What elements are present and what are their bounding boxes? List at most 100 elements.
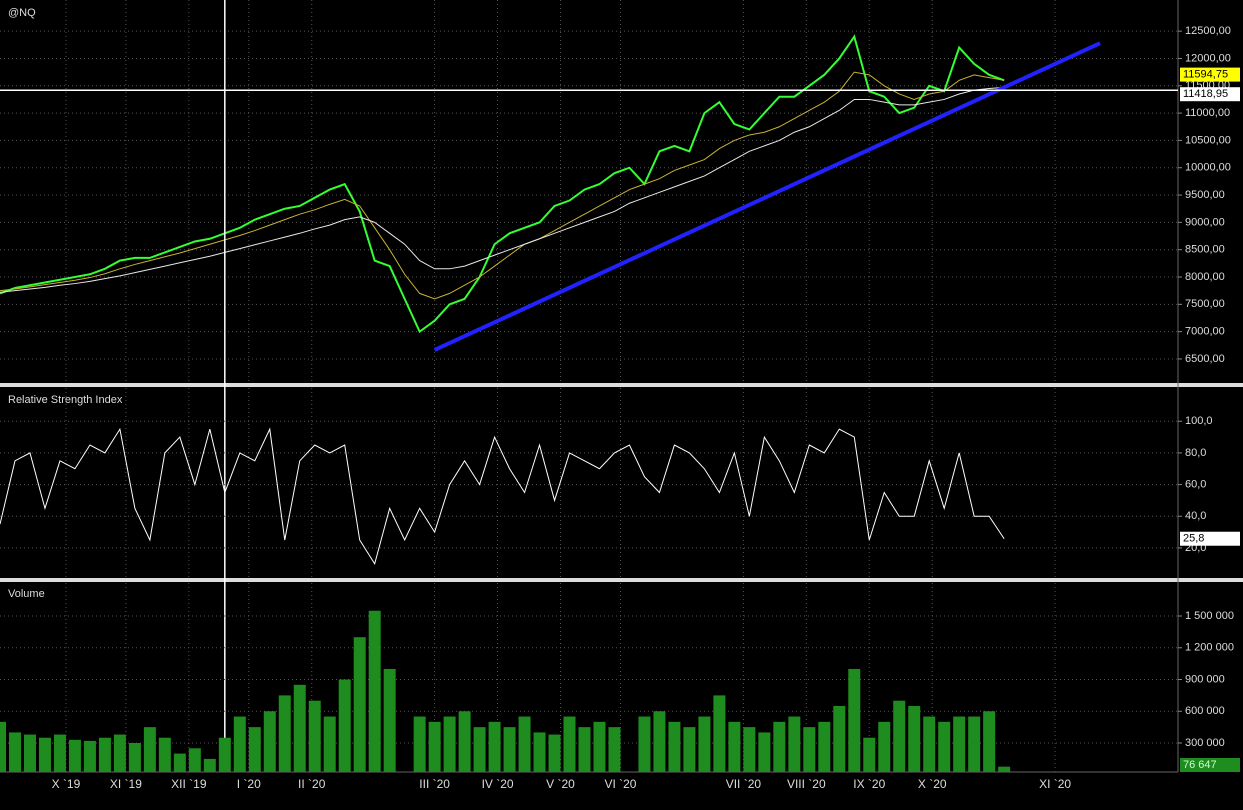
series-line <box>0 34 1005 334</box>
volume-bar <box>263 711 276 772</box>
volume-bar <box>563 716 576 772</box>
y-tick-label: 10500,00 <box>1185 134 1231 146</box>
volume-bar <box>23 734 36 772</box>
volume-bar <box>368 610 381 772</box>
volume-bar <box>653 711 666 772</box>
volume-bar <box>683 727 696 772</box>
volume-bar <box>908 705 921 772</box>
volume-bar <box>113 734 126 772</box>
y-tick-label: 8500,00 <box>1185 244 1225 256</box>
y-tick-label: 8000,00 <box>1185 271 1225 283</box>
volume-bar <box>38 737 51 772</box>
volume-bar <box>413 716 426 772</box>
volume-bar <box>443 716 456 772</box>
volume-bar <box>68 739 81 772</box>
y-tick-label: 1 500 000 <box>1185 610 1234 622</box>
volume-bar <box>173 753 186 772</box>
volume-bar <box>278 695 291 772</box>
volume-bar <box>8 732 21 772</box>
last-value-box <box>1180 87 1240 102</box>
x-tick-label: X `19 <box>52 777 81 791</box>
volume-bar <box>893 700 906 772</box>
y-tick-label: 100,0 <box>1185 415 1213 427</box>
last-value-label: 11418,95 <box>1183 88 1228 100</box>
series-line <box>0 427 1005 565</box>
volume-bar <box>293 684 306 772</box>
y-tick-label: 40,0 <box>1185 510 1206 522</box>
volume-bar <box>938 721 951 772</box>
volume-bar <box>668 721 681 772</box>
volume-bar <box>863 737 876 772</box>
volume-bar <box>203 758 216 772</box>
volume-bar <box>758 732 771 772</box>
panel-separator <box>0 383 1243 387</box>
y-tick-label: 60,0 <box>1185 478 1206 490</box>
volume-bar <box>608 727 621 772</box>
x-tick-label: XII `19 <box>171 777 207 791</box>
y-tick-label: 80,0 <box>1185 447 1206 459</box>
x-tick-label: III `20 <box>419 777 450 791</box>
panel-separator <box>0 578 1243 582</box>
volume-bar <box>968 716 981 772</box>
y-tick-label: 9000,00 <box>1185 216 1225 228</box>
volume-bar <box>848 668 861 772</box>
y-tick-label: 7000,00 <box>1185 326 1225 338</box>
volume-bar <box>638 716 651 772</box>
volume-bar <box>533 732 546 772</box>
volume-bar <box>128 743 141 772</box>
trendline <box>433 41 1101 352</box>
volume-bar <box>578 727 591 772</box>
x-tick-label: X `20 <box>918 777 947 791</box>
last-value-box <box>1180 758 1240 772</box>
x-tick-label: I `20 <box>237 777 261 791</box>
volume-bar <box>233 716 246 772</box>
x-tick-label: IX `20 <box>853 777 885 791</box>
volume-bar <box>383 668 396 772</box>
volume-bar <box>308 700 321 772</box>
volume-bar <box>803 727 816 772</box>
last-value-label: 25,8 <box>1183 533 1204 545</box>
volume-bar <box>248 727 261 772</box>
y-tick-label: 1 200 000 <box>1185 642 1234 654</box>
volume-bar <box>998 766 1011 772</box>
panel-title: Relative Strength Index <box>8 394 123 406</box>
last-value-box <box>1180 67 1240 82</box>
y-tick-label: 12000,00 <box>1185 52 1231 64</box>
volume-bar <box>488 721 501 772</box>
volume-bar <box>83 740 96 772</box>
volume-bar <box>593 721 606 772</box>
x-tick-label: VI `20 <box>604 777 636 791</box>
volume-bar <box>458 711 471 772</box>
volume-bar <box>743 727 756 772</box>
volume-bar <box>773 721 786 772</box>
volume-bar <box>428 721 441 772</box>
volume-bar <box>188 748 201 772</box>
x-tick-label: II `20 <box>298 777 326 791</box>
last-value-box <box>1180 531 1240 546</box>
volume-bar <box>218 737 231 772</box>
series-line <box>0 71 1005 300</box>
x-tick-label: V `20 <box>546 777 575 791</box>
volume-bar <box>698 716 711 772</box>
y-tick-label: 600 000 <box>1185 705 1225 717</box>
volume-bar <box>923 716 936 772</box>
volume-bar <box>833 705 846 772</box>
panel-title: Volume <box>8 588 45 600</box>
y-tick-label: 12500,00 <box>1185 25 1231 37</box>
x-tick-label: VII `20 <box>726 777 762 791</box>
y-tick-label: 10000,00 <box>1185 162 1231 174</box>
volume-bar <box>53 734 66 772</box>
volume-bar <box>878 721 891 772</box>
volume-bar <box>548 734 561 772</box>
series-line <box>0 86 1005 293</box>
volume-bar <box>473 727 486 772</box>
volume-bar <box>143 727 156 772</box>
panel-title: @NQ <box>8 7 36 19</box>
volume-bar <box>983 711 996 772</box>
volume-bar <box>98 737 111 772</box>
x-tick-label: XI `20 <box>1039 777 1071 791</box>
volume-bar <box>158 737 171 772</box>
y-tick-label: 11000,00 <box>1185 107 1230 119</box>
